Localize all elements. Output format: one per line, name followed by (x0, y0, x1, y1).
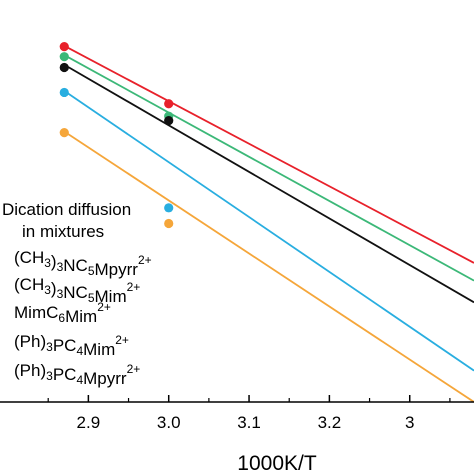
x-ticks: 2.9 3.0 3.1 3.2 3 (47, 395, 451, 432)
data-point-orange (59, 128, 69, 138)
data-point-black (164, 116, 174, 126)
data-point-red (59, 42, 69, 52)
x-tick-label: 3.0 (157, 413, 181, 432)
legend-entry-s4: (Ph)3PC4Mim2+ (14, 332, 129, 359)
fit-line-blue (63, 90, 474, 372)
fit-line-red (63, 45, 474, 264)
data-point-red (164, 99, 174, 109)
x-tick-label: 3.1 (237, 413, 261, 432)
data-point-orange (164, 218, 174, 229)
x-tick-label: 3.2 (318, 413, 342, 432)
legend-title: in mixtures (22, 222, 104, 241)
legend-entry-s1: (CH3)3NC5Mpyrr2+ (14, 248, 152, 279)
fit-line-orange (63, 130, 474, 403)
data-point-blue (59, 87, 69, 98)
x-axis-label: 1000K/T (237, 452, 317, 474)
fit-line-black (63, 63, 474, 304)
legend-entry-s5: (Ph)3PC4Mpyrr2+ (14, 361, 140, 388)
legend: Dication diffusion in mixtures (CH3)3NC5Mp… (2, 200, 152, 388)
fit-line-green (63, 54, 474, 282)
data-point-black (59, 62, 69, 73)
legend-entry-s3: MimC6Mim2+ (14, 300, 111, 326)
data-point-green (59, 52, 69, 62)
x-tick-label: 2.9 (77, 413, 101, 432)
data-point-blue (164, 203, 174, 213)
plot-area (59, 42, 474, 403)
legend-title: Dication diffusion (2, 200, 131, 219)
x-tick-label: 3 (405, 413, 414, 432)
legend-entry-s2: (CH3)3NC5Mim2+ (14, 275, 140, 306)
